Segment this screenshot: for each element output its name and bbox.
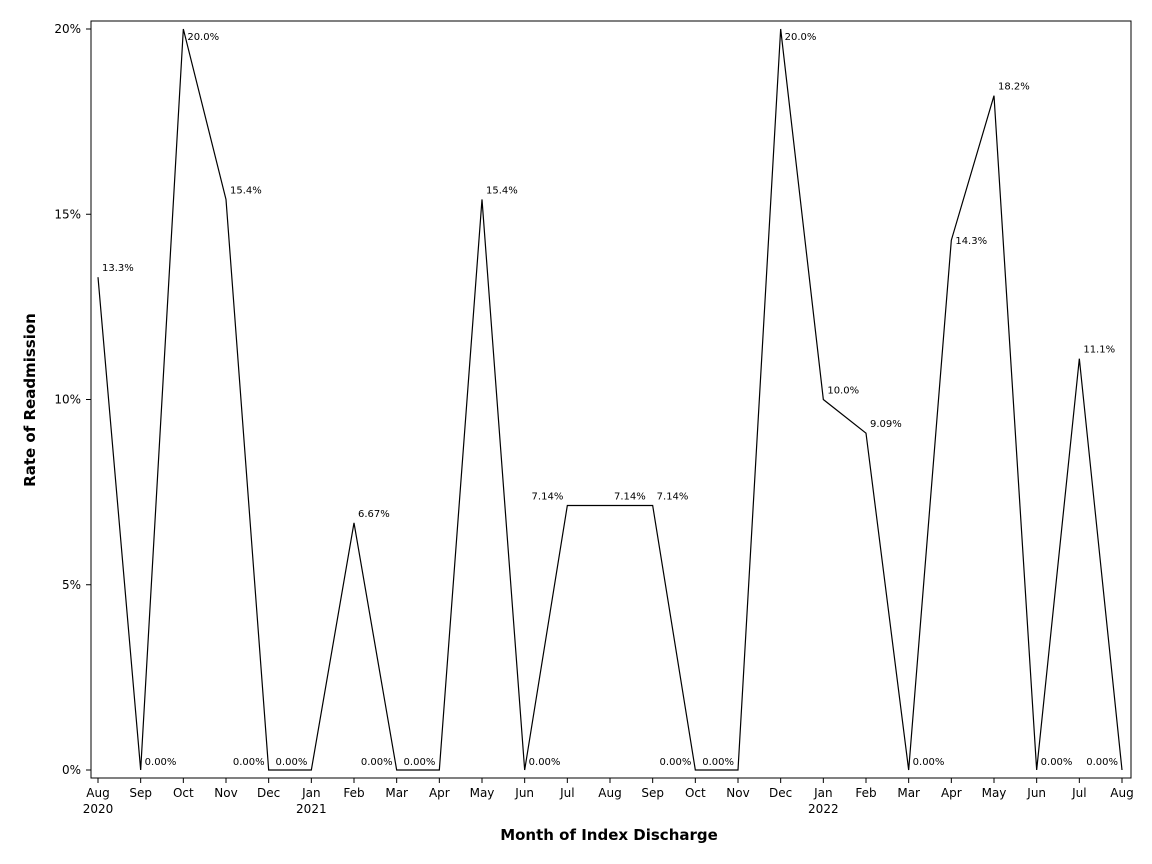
- y-tick-label: 15%: [54, 207, 81, 221]
- data-label: 0.00%: [913, 757, 945, 768]
- data-label: 20.0%: [187, 32, 219, 43]
- y-axis: 0% 5% 10% 15% 20%: [54, 22, 91, 777]
- x-year-label: 2021: [296, 802, 327, 816]
- x-year-label: 2022: [808, 802, 839, 816]
- x-tick-label: Apr: [429, 786, 450, 800]
- x-axis: Aug 2020 Sep Oct Nov Dec Jan 2021 Feb Mar Apr May Ju…: [83, 778, 1134, 816]
- data-label: 15.4%: [486, 185, 518, 196]
- x-tick-label: Aug: [1110, 786, 1133, 800]
- plot-frame: [90, 20, 1132, 779]
- data-label: 0.00%: [1086, 757, 1118, 768]
- y-tick-label: 5%: [62, 578, 81, 592]
- x-tick-label: Sep: [641, 786, 664, 800]
- y-tick-label: 20%: [54, 22, 81, 36]
- x-tick-label: Mar: [897, 786, 920, 800]
- x-tick-label: Aug: [598, 786, 621, 800]
- x-tick-label: Aug: [86, 786, 109, 800]
- data-label: 0.00%: [233, 757, 265, 768]
- data-label: 0.00%: [529, 757, 561, 768]
- x-tick-label: Oct: [685, 786, 706, 800]
- x-tick-label: Apr: [941, 786, 962, 800]
- x-year-label: 2020: [83, 802, 114, 816]
- data-label: 0.00%: [276, 757, 308, 768]
- x-tick-label: Mar: [385, 786, 408, 800]
- x-tick-label: Nov: [726, 786, 749, 800]
- data-label: 0.00%: [1041, 757, 1073, 768]
- x-tick-label: Dec: [257, 786, 280, 800]
- data-label: 18.2%: [998, 82, 1030, 93]
- data-label: 0.00%: [145, 757, 177, 768]
- x-tick-label: Jan: [301, 786, 321, 800]
- x-tick-label: Dec: [769, 786, 792, 800]
- x-tick-label: Sep: [129, 786, 152, 800]
- data-label: 7.14%: [657, 491, 689, 502]
- x-tick-label: May: [470, 786, 495, 800]
- y-axis-title: Rate of Readmission: [21, 313, 39, 487]
- x-tick-label: Oct: [173, 786, 194, 800]
- data-label: 10.0%: [827, 386, 859, 397]
- x-tick-label: Feb: [855, 786, 876, 800]
- data-labels: 13.3% 0.00% 20.0% 15.4% 0.00% 0.00% 6.67% 0.00%…: [102, 32, 1118, 768]
- x-tick-label: Jul: [1071, 786, 1086, 800]
- x-tick-label: Jun: [514, 786, 534, 800]
- data-label: 6.67%: [358, 509, 390, 520]
- data-label: 0.00%: [361, 757, 393, 768]
- data-label: 0.00%: [660, 757, 692, 768]
- x-axis-title: Month of Index Discharge: [500, 826, 718, 844]
- data-label: 0.00%: [702, 757, 734, 768]
- data-label: 20.0%: [785, 32, 817, 43]
- x-tick-label: Jul: [559, 786, 574, 800]
- data-label: 13.3%: [102, 263, 134, 274]
- x-tick-label: Jan: [813, 786, 833, 800]
- x-tick-label: Nov: [214, 786, 237, 800]
- data-label: 11.1%: [1083, 345, 1115, 356]
- data-label: 7.14%: [532, 491, 564, 502]
- x-tick-label: Jun: [1026, 786, 1046, 800]
- data-label: 15.4%: [230, 185, 262, 196]
- x-tick-label: May: [982, 786, 1007, 800]
- data-label: 0.00%: [404, 757, 436, 768]
- series-line: [97, 28, 1123, 771]
- y-tick-label: 10%: [54, 393, 81, 407]
- data-label: 14.3%: [955, 236, 987, 247]
- x-tick-label: Feb: [343, 786, 364, 800]
- data-label: 7.14%: [614, 491, 646, 502]
- data-label: 9.09%: [870, 419, 902, 430]
- y-tick-label: 0%: [62, 763, 81, 777]
